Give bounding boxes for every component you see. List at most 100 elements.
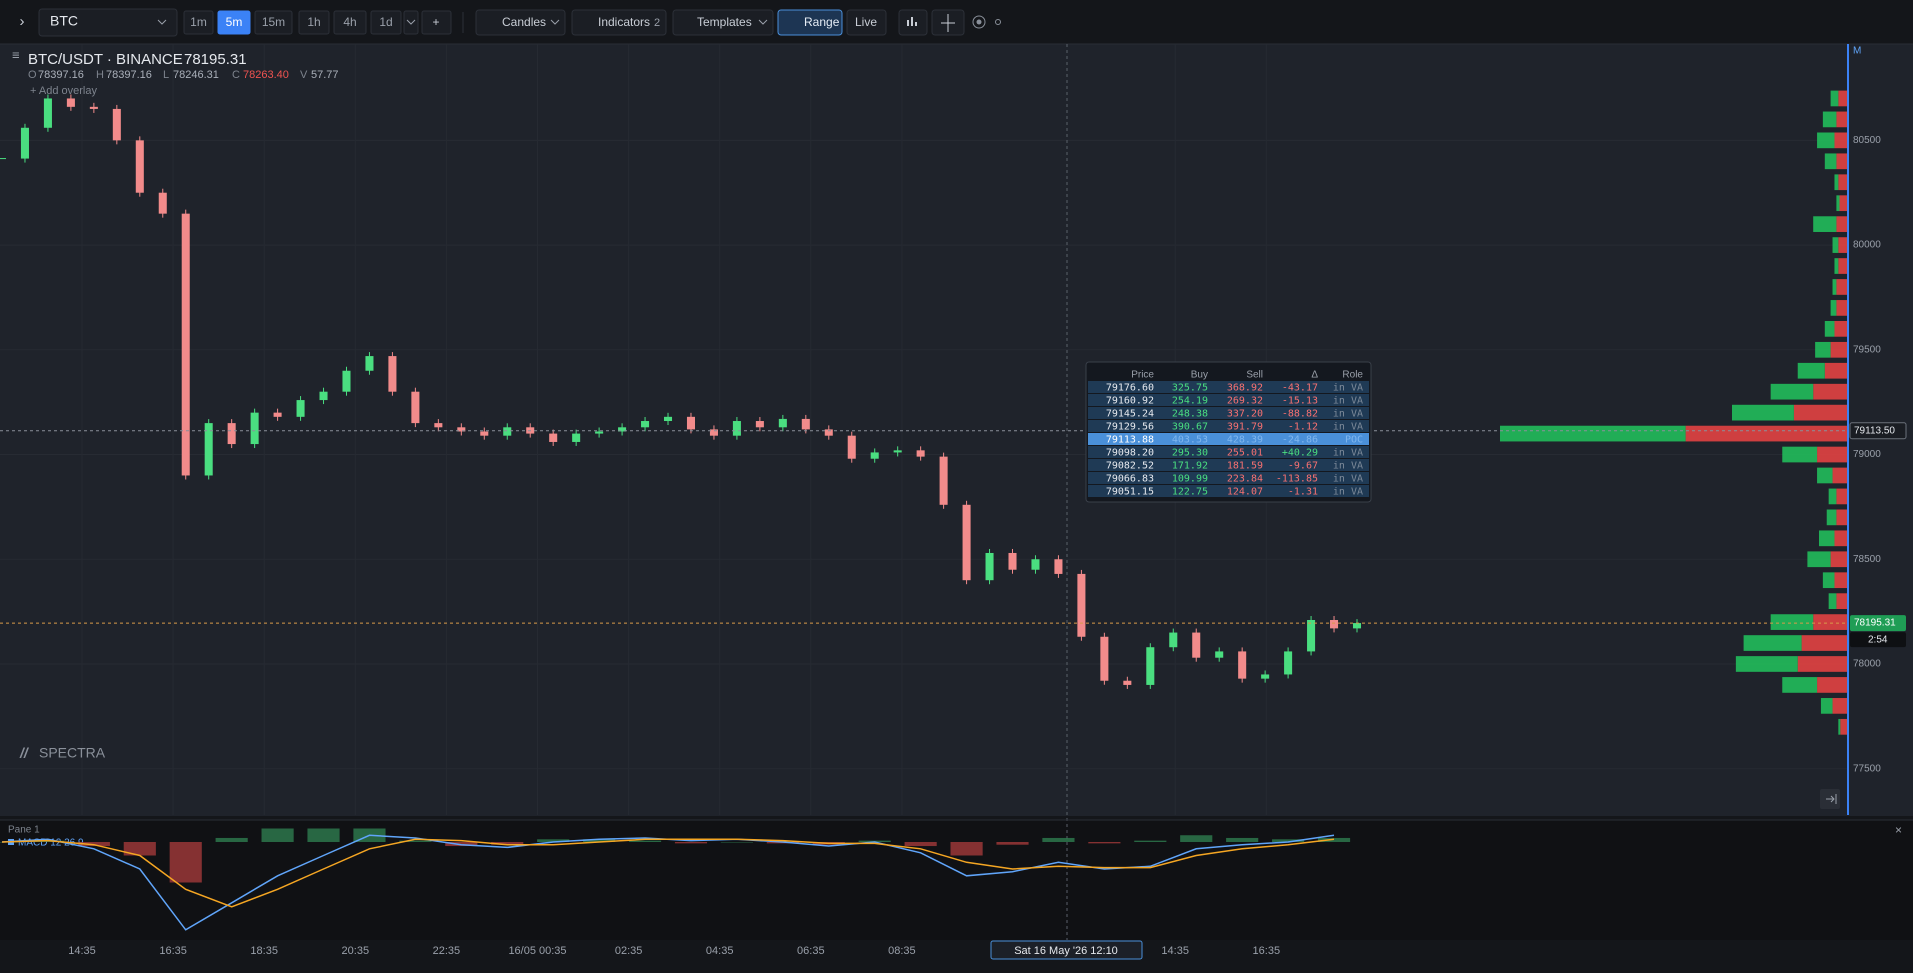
- candle: [434, 423, 443, 428]
- scroll-icon: [1826, 794, 1837, 804]
- table-cell: in VA: [1333, 474, 1363, 485]
- y-tick-label: 79500: [1853, 344, 1881, 355]
- table-cell: in VA: [1333, 396, 1363, 407]
- live-button[interactable]: [846, 9, 887, 36]
- candle: [1100, 636, 1109, 681]
- table-cell: +40.29: [1282, 448, 1318, 459]
- macd-histogram: [674, 842, 708, 844]
- table-cell: -9.67: [1288, 461, 1318, 472]
- axis-mode[interactable]: M: [1853, 46, 1861, 57]
- candle: [595, 431, 604, 434]
- interval-button[interactable]: [183, 10, 214, 35]
- table-cell: -113.85: [1276, 474, 1318, 485]
- interval-label: 1h: [307, 15, 320, 29]
- y-tick-label: 80500: [1853, 135, 1881, 146]
- templates-button[interactable]: [672, 9, 774, 36]
- interval-button[interactable]: [217, 10, 251, 35]
- table-cell: 122.75: [1172, 487, 1208, 498]
- table-cell: 368.92: [1227, 383, 1263, 394]
- x-tick-label: 16/05 00:35: [508, 945, 566, 957]
- profile-sell: [1834, 530, 1848, 547]
- indicators-count: 2: [654, 17, 660, 29]
- profile-buy: [1770, 614, 1814, 630]
- interval-dropdown[interactable]: [403, 10, 419, 35]
- candle: [1238, 651, 1247, 679]
- pane-title: Pane 1: [8, 825, 40, 836]
- profile-sell: [1793, 404, 1848, 421]
- symbol-box[interactable]: [38, 8, 178, 37]
- volume-profile: [1500, 90, 1848, 735]
- add-button[interactable]: [421, 10, 452, 35]
- table-cell: in VA: [1333, 461, 1363, 472]
- poc-label: 79113.50: [1854, 425, 1895, 436]
- x-tick-label: 02:35: [615, 945, 643, 957]
- candle: [365, 356, 374, 371]
- candle: [1123, 680, 1132, 685]
- table-cell: -15.13: [1282, 396, 1318, 407]
- profile-buy: [1735, 656, 1798, 672]
- pane-close[interactable]: ×: [1895, 823, 1902, 837]
- candle: [939, 456, 948, 505]
- menu-icon[interactable]: ≡: [12, 47, 20, 62]
- macd-histogram: [215, 837, 248, 842]
- ohlcv-value: 57.77: [311, 69, 339, 81]
- candle: [43, 98, 52, 128]
- table-header: Role: [1342, 370, 1363, 381]
- profile-sell: [1836, 279, 1848, 295]
- chart-title: BTC/USDT · BINANCE: [28, 51, 183, 68]
- table-cell: 79082.52: [1106, 461, 1154, 472]
- candle: [732, 421, 741, 436]
- small-icon[interactable]: [995, 19, 1001, 25]
- candle: [1330, 619, 1339, 629]
- split-icon: [941, 14, 955, 32]
- profile-buy: [1830, 90, 1839, 107]
- macd-histogram: [491, 842, 524, 845]
- candle: [250, 412, 259, 445]
- candles: [0, 94, 1362, 689]
- profile-buy: [1826, 509, 1837, 526]
- candle: [618, 427, 627, 432]
- interval-button[interactable]: [298, 10, 330, 35]
- interval-button[interactable]: [254, 10, 293, 35]
- ohlcv-value: 78263.40: [243, 69, 289, 81]
- profile-buy: [1838, 718, 1841, 735]
- profile-buy: [1830, 300, 1837, 316]
- table-cell: -88.82: [1282, 409, 1318, 420]
- interval-button[interactable]: [370, 10, 402, 35]
- interval-button[interactable]: [333, 10, 367, 35]
- table-cell: in VA: [1333, 448, 1363, 459]
- candle: [663, 416, 673, 422]
- countdown-box: [1850, 632, 1906, 648]
- x-tick-label: 06:35: [797, 945, 825, 957]
- record-icon[interactable]: [972, 15, 986, 29]
- profile-sell: [1836, 593, 1848, 610]
- candle: [985, 552, 994, 581]
- x-tick-label: 16:35: [159, 945, 187, 957]
- table-cell: 254.19: [1172, 396, 1208, 407]
- profile-buy: [1743, 635, 1802, 651]
- candle: [204, 423, 213, 476]
- time-axis: 14:35 16:35 18:35 20:35 22:35 16/05 00:35 02:3…: [68, 945, 1280, 957]
- table-cell: 79160.92: [1106, 396, 1154, 407]
- profile-sell: [1834, 321, 1848, 337]
- candle: [135, 140, 144, 193]
- table-cell: 79098.20: [1106, 448, 1154, 459]
- candles-button[interactable]: [475, 9, 566, 36]
- indicators-button[interactable]: [571, 9, 667, 36]
- table-cell: 79051.15: [1106, 487, 1154, 498]
- profile-sell: [1801, 635, 1848, 651]
- interval-label: 4h: [343, 15, 356, 29]
- x-tick-label: 18:35: [250, 945, 278, 957]
- range-button[interactable]: [777, 9, 843, 36]
- sidebar-toggle[interactable]: ›: [20, 13, 25, 30]
- profile-sell: [1813, 383, 1848, 400]
- macd-label: MACD 12 26 9: [18, 838, 84, 849]
- ohlcv-key: C: [232, 69, 240, 81]
- x-tick-label: 04:35: [706, 945, 734, 957]
- bars-icon: [907, 17, 917, 26]
- profile-buy: [1500, 425, 1686, 442]
- add-overlay[interactable]: + Add overlay: [30, 85, 97, 97]
- table-cell: 248.38: [1172, 409, 1208, 420]
